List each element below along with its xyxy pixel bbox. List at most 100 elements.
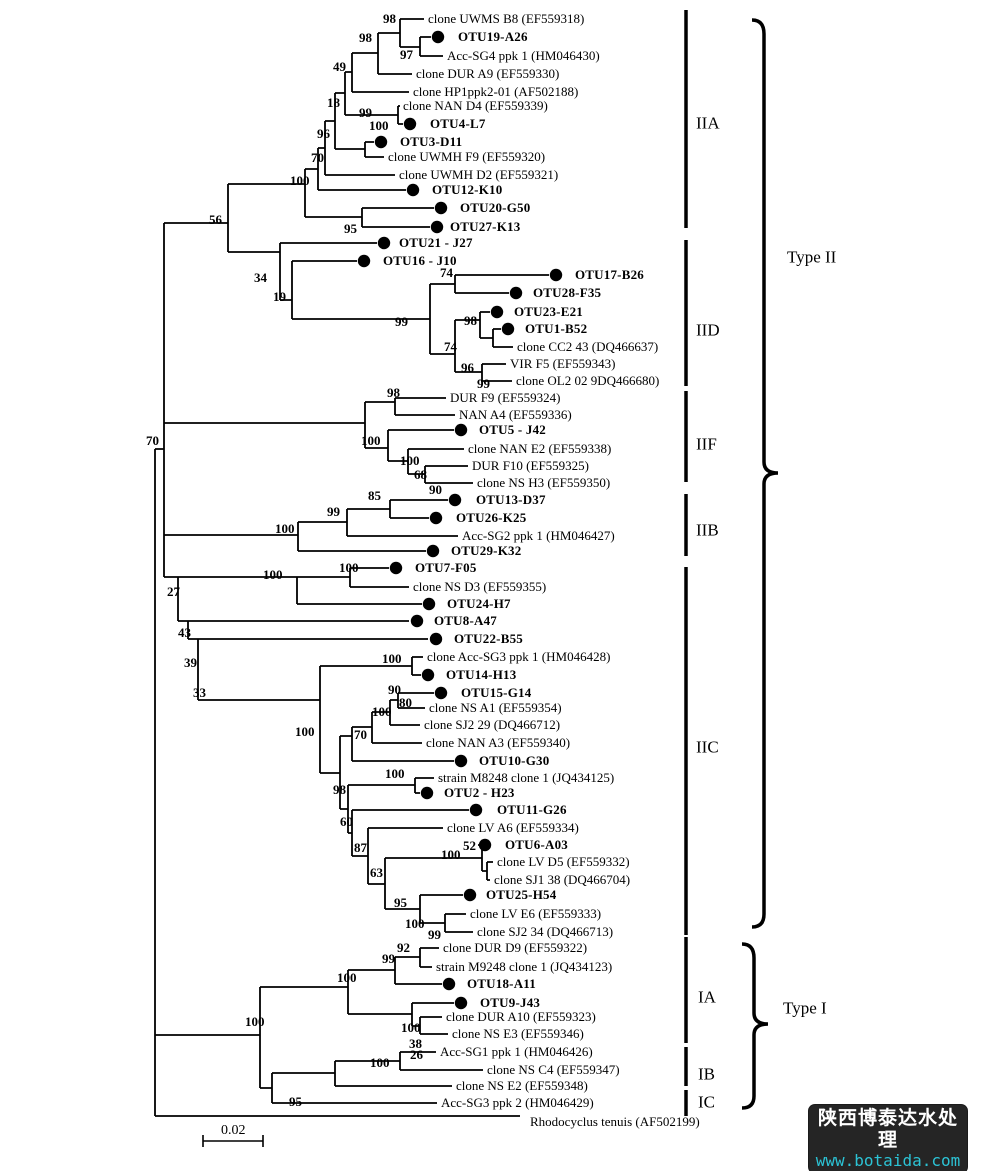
otu-marker [429,511,443,525]
taxon-label: Acc-SG1 ppk 1 (HM046426) [440,1043,593,1059]
taxon-label: Acc-SG2 ppk 1 (HM046427) [462,527,615,543]
taxon-label: clone NAN E2 (EF559338) [468,440,612,456]
otu-marker [377,236,391,250]
bootstrap-value: 33 [193,685,206,700]
otu-label: OTU5 - J42 [479,421,546,437]
otu-label: OTU8-A47 [434,612,497,628]
taxon-label: clone NS D3 (EF559355) [413,578,547,594]
otu-marker [469,803,483,817]
bootstrap-value: 98 [359,30,372,45]
type-ii-label: Type II [787,247,837,267]
otu-label: OTU6-A03 [505,836,568,852]
bootstrap-value: 90 [429,482,442,497]
bootstrap-value: 98 [387,385,400,400]
clade-label-iia: IIA [696,113,720,133]
otu-marker [430,220,444,234]
otu-label: OTU22-B55 [454,630,523,646]
taxon-label: clone UWMS B8 (EF559318) [428,10,585,26]
otu-marker [422,597,436,611]
bootstrap-value: 34 [254,270,267,285]
bootstrap-value: 70 [146,433,159,448]
taxon-label: clone SJ2 29 (DQ466712) [424,716,561,732]
bootstrap-value: 27 [167,584,180,599]
taxon-label: clone OL2 02 9DQ466680) [516,372,660,388]
taxon-label: strain M9248 clone 1 (JQ434123) [436,958,613,974]
tree-branches-clade-iia [227,18,443,252]
clade-label-ic: IC [698,1092,715,1112]
bootstrap-value: 39 [184,655,197,670]
bootstrap-value: 100 [405,916,425,931]
otu-marker [549,268,563,282]
taxon-label: clone Acc-SG3 ppk 1 (HM046428) [427,648,611,664]
taxon-label: VIR F5 (EF559343) [510,355,616,371]
otu-marker [374,135,388,149]
bootstrap-value: 98 [383,11,396,26]
otu-marker [454,996,468,1010]
otu-label: OTU1-B52 [525,320,588,336]
bootstrap-value: 98 [333,782,346,797]
otu-marker [501,322,515,336]
tree-branches-clade-iib [297,499,458,552]
taxon-label: clone DUR A10 (EF559323) [446,1008,596,1024]
bootstrap-value: 100 [382,651,402,666]
bootstrap-value: 68 [414,467,427,482]
otu-marker [389,561,403,575]
bootstrap-value: 95 [289,1094,302,1109]
watermark: 陕西博泰达水处理 www.botaida.com [809,1105,967,1171]
clade-label-iif: IIF [696,434,717,454]
bootstrap-value: 92 [397,940,410,955]
otu-marker [403,117,417,131]
tree-branches-clade-iid [228,242,549,382]
bootstrap-value: 100 [339,560,359,575]
bootstrap-value: 38 [409,1036,422,1051]
otu-label: OTU13-D37 [476,491,546,507]
otu-label: OTU11-G26 [497,801,567,817]
otu-marker [454,754,468,768]
otu-label: OTU4-L7 [430,115,486,131]
otu-label: OTU7-F05 [415,559,477,575]
bootstrap-value: 100 [275,521,295,536]
bootstrap-value: 100 [337,970,357,985]
otu-marker [420,786,434,800]
taxon-label: clone UWMH D2 (EF559321) [399,166,559,182]
bootstrap-value: 100 [372,704,392,719]
scale-bar-value: 0.02 [221,1123,246,1138]
otu-label: OTU28-F35 [533,284,602,300]
taxon-label: DUR F10 (EF559325) [472,457,590,473]
taxon-label: Acc-SG4 ppk 1 (HM046430) [447,47,600,63]
bootstrap-value: 80 [399,695,412,710]
otu-marker [431,30,445,44]
bootstrap-value: 19 [273,289,286,304]
otu-label: OTU2 - H23 [444,784,515,800]
bootstrap-value: 100 [290,173,310,188]
otu-label: OTU15-G14 [461,684,532,700]
taxon-label: clone SJ2 34 (DQ466713) [477,923,614,939]
taxon-label: clone LV D5 (EF559332) [497,853,630,869]
bootstrap-value: 100 [245,1014,265,1029]
bootstrap-value: 99 [359,105,372,120]
bootstrap-value: 99 [477,376,490,391]
otu-label: OTU21 - J27 [399,234,473,250]
otu-label: OTU27-K13 [450,218,521,234]
otu-label: OTU18-A11 [467,975,536,991]
bootstrap-value: 100 [441,847,461,862]
bootstrap-value: 97 [400,47,413,62]
bootstrap-value: 96 [317,126,330,141]
taxon-label: strain M8248 clone 1 (JQ434125) [438,769,615,785]
clade-label-iic: IIC [696,737,719,757]
bootstrap-value: 99 [382,951,395,966]
type-i-brace [741,942,769,1110]
taxon-label: clone NS E2 (EF559348) [456,1077,588,1093]
otu-label: OTU9-J43 [480,994,541,1010]
taxon-label: clone DUR A9 (EF559330) [416,65,560,81]
otu-marker [448,493,462,507]
watermark-url: www.botaida.com [815,1150,961,1170]
taxon-label: clone LV A6 (EF559334) [447,819,579,835]
otu-label: OTU12-K10 [432,181,503,197]
taxon-label: clone HP1ppk2-01 (AF502188) [413,83,579,99]
taxon-label: clone NS H3 (EF559350) [477,474,611,490]
bootstrap-value: 74 [444,339,457,354]
bootstrap-value: 100 [263,567,283,582]
scale-bar [202,1135,264,1147]
taxon-label: clone NAN D4 (EF559339) [403,97,548,113]
